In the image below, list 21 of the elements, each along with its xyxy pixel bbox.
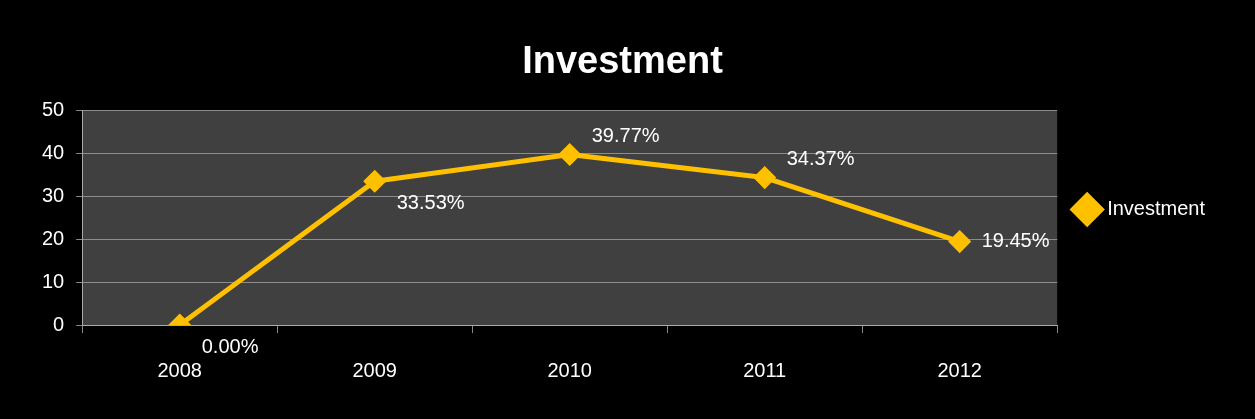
data-label: 0.00% (201, 334, 259, 357)
y-tick-label: 50 (42, 98, 65, 121)
x-tick-label: 2010 (547, 358, 592, 381)
x-tick-label: 2009 (352, 358, 397, 381)
y-tick-label: 40 (42, 141, 65, 163)
point (559, 143, 581, 165)
data-label: 34.37% (786, 147, 855, 170)
x-tick-label: 2008 (157, 358, 202, 381)
y-tick-label: 20 (42, 226, 65, 249)
chart-title: Investment (522, 39, 724, 82)
legend-label: Investment (1107, 197, 1206, 220)
data-label: 39.77% (591, 123, 660, 146)
point (364, 170, 386, 192)
x-tick-label: 2012 (937, 358, 982, 381)
point (754, 167, 776, 189)
data-label: 19.45% (981, 229, 1050, 252)
y-tick-label: 0 (53, 312, 65, 335)
x-tick-label: 2011 (743, 358, 787, 381)
data-label: 33.53% (396, 190, 465, 213)
y-tick-label: 10 (42, 269, 65, 292)
y-tick-label: 30 (42, 183, 65, 206)
